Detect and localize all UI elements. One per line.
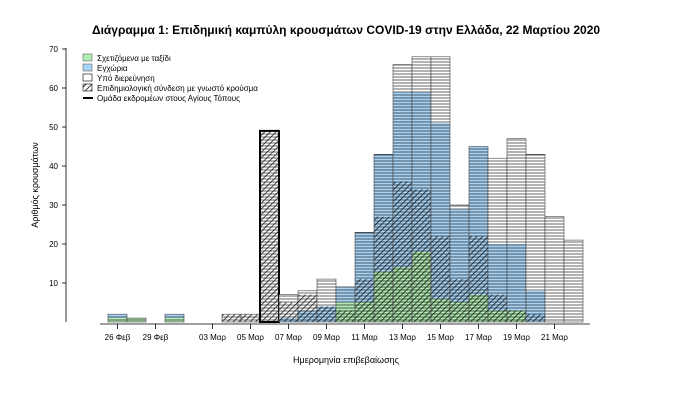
legend-swatch-domestic <box>82 63 93 72</box>
bar-hatching <box>488 158 507 322</box>
y-tick-label: 10 <box>49 279 58 288</box>
epi-link-segment <box>241 314 260 322</box>
epi-link-segment <box>450 279 469 322</box>
y-axis-ticks: 10 20 30 40 50 60 70 <box>49 45 66 288</box>
legend-label-cluster: Ομάδα εκδρομέων στους Αγίους Τόπους <box>97 94 240 103</box>
epi-link-segment <box>507 310 526 322</box>
legend-label-epi-link: Επιδημιολογική σύνδεση με γνωστό κρούσμα <box>97 84 258 93</box>
x-tick-label: 15 Μαρ <box>427 333 454 342</box>
epi-link-segment <box>260 130 279 322</box>
x-tick-label: 21 Μαρ <box>541 333 568 342</box>
legend-swatch-investigation <box>82 73 93 82</box>
epi-link-segment <box>355 279 374 322</box>
epi-link-segment <box>526 314 545 322</box>
bar-hatching <box>108 314 127 322</box>
x-axis-label: Ημερομηνία επιβεβαίωσης <box>293 355 400 365</box>
bar-hatching <box>564 240 583 322</box>
bar-hatching <box>507 138 526 322</box>
bar-outline <box>164 313 185 323</box>
x-tick-label: 26 Φεβ <box>105 333 131 342</box>
legend: Σχετιζόμενα με ταξίδι Εγχώρια Υπό διερεύ… <box>82 53 258 103</box>
x-tick-label: 19 Μαρ <box>503 333 530 342</box>
epi-link-segment <box>374 216 393 322</box>
bar-hatching <box>127 318 146 322</box>
legend-label-travel: Σχετιζόμενα με ταξίδι <box>97 54 171 63</box>
chart-title: Διάγραμμα 1: Επιδημική καμπύλη κρουσμάτω… <box>92 23 600 37</box>
y-tick-label: 30 <box>49 201 58 210</box>
x-tick-label: 09 Μαρ <box>313 333 340 342</box>
epi-link-segment <box>279 302 298 322</box>
epi-link-segment <box>222 314 241 322</box>
bar-series <box>107 56 584 323</box>
y-tick-label: 40 <box>49 162 58 171</box>
x-axis-ticks: 26 Φεβ 29 Φεβ 03 Μαρ 05 Μαρ 07 Μαρ 09 Μαρ 11 Μ… <box>105 324 568 342</box>
epi-link-segment <box>469 236 488 322</box>
bar-hatching <box>545 216 564 322</box>
x-tick-label: 29 Φεβ <box>143 333 169 342</box>
legend-swatch-travel <box>82 53 93 62</box>
epi-link-segment <box>298 294 317 322</box>
x-tick-label: 05 Μαρ <box>237 333 264 342</box>
y-tick-label: 50 <box>49 123 58 132</box>
bar-outline <box>563 239 584 323</box>
epi-link-segment <box>336 310 355 322</box>
bar-outline <box>430 56 451 323</box>
y-axis: 10 20 30 40 50 60 70 <box>49 45 67 322</box>
x-tick-label: 13 Μαρ <box>389 333 416 342</box>
epi-link-segment <box>412 189 431 322</box>
epi-link-segment <box>393 181 412 322</box>
x-tick-label: 07 Μαρ <box>275 333 302 342</box>
bar-hatching <box>165 314 184 322</box>
epi-link-segment <box>431 236 450 322</box>
y-axis-label: Αριθμός κρουσμάτων <box>30 142 40 228</box>
y-tick-label: 60 <box>49 84 58 93</box>
x-axis: 26 Φεβ 29 Φεβ 03 Μαρ 05 Μαρ 07 Μαρ 09 Μαρ 11 Μ… <box>100 323 590 342</box>
x-tick-label: 17 Μαρ <box>465 333 492 342</box>
cluster-outline <box>259 129 280 323</box>
bar-hatching <box>526 154 545 322</box>
legend-swatch-epi-link <box>82 83 93 92</box>
epi-link-segment <box>317 306 336 322</box>
epi-link-segment <box>488 294 507 322</box>
x-tick-label: 11 Μαρ <box>351 333 378 342</box>
bar-outline <box>126 317 147 323</box>
x-tick-label: 03 Μαρ <box>199 333 226 342</box>
legend-label-domestic: Εγχώρια <box>97 64 128 73</box>
y-tick-label: 70 <box>49 45 58 54</box>
y-tick-label: 20 <box>49 240 58 249</box>
legend-label-investigation: Υπό διερεύνηση <box>97 74 155 83</box>
